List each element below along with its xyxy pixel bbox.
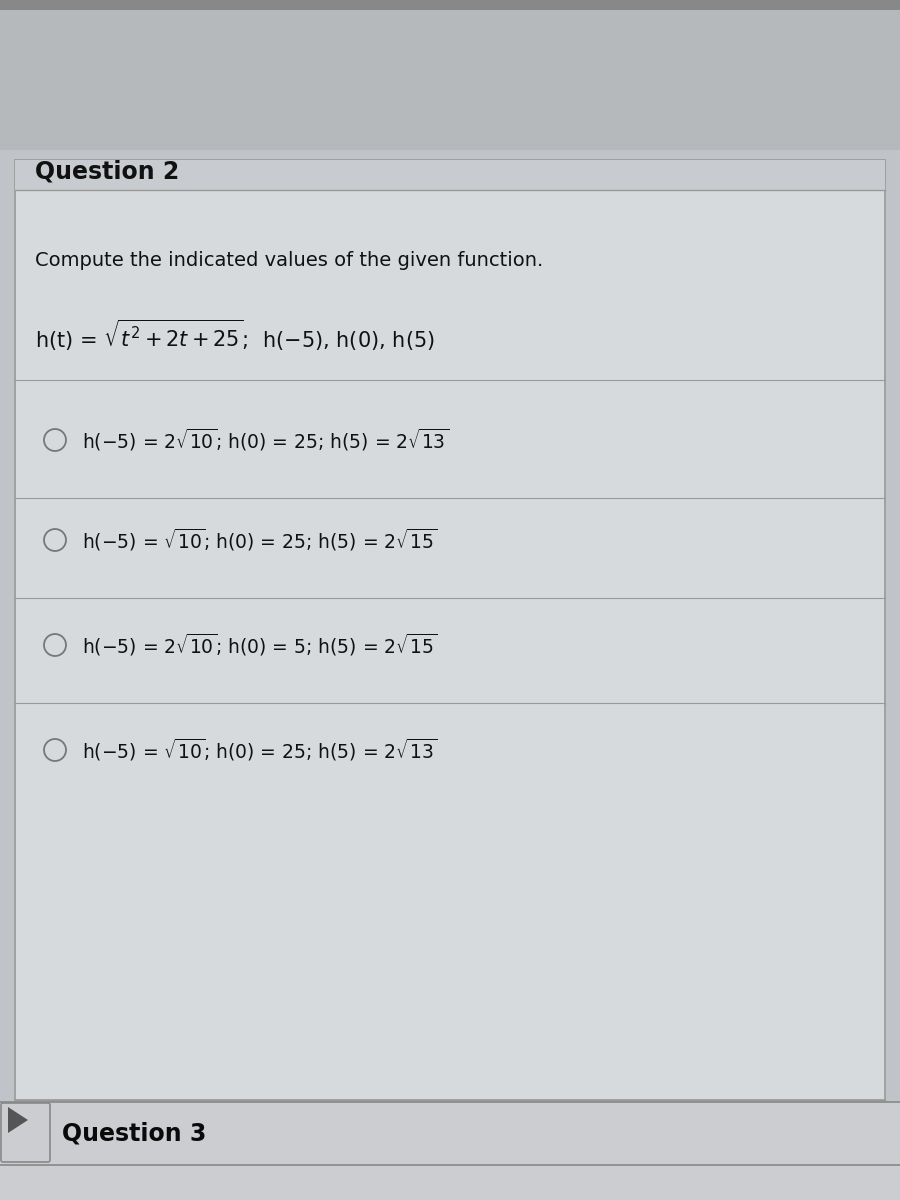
- Text: h($-$5) = 2$\sqrt{10}$; h(0) = 5; h(5) = 2$\sqrt{15}$: h($-$5) = 2$\sqrt{10}$; h(0) = 5; h(5) =…: [82, 632, 437, 658]
- Bar: [0, 1102, 900, 1200]
- Text: h(t) = $\sqrt{t^2 + 2t + 25}$;  h($-$5), h(0), h(5): h(t) = $\sqrt{t^2 + 2t + 25}$; h($-$5), …: [35, 317, 435, 353]
- Text: h($-$5) = $\sqrt{10}$; h(0) = 25; h(5) = 2$\sqrt{15}$: h($-$5) = $\sqrt{10}$; h(0) = 25; h(5) =…: [82, 527, 437, 553]
- Text: Question 3: Question 3: [62, 1121, 206, 1145]
- PathPatch shape: [8, 1106, 28, 1133]
- Text: h($-$5) = 2$\sqrt{10}$; h(0) = 25; h(5) = 2$\sqrt{13}$: h($-$5) = 2$\sqrt{10}$; h(0) = 25; h(5) …: [82, 427, 449, 454]
- Bar: [15, 160, 885, 190]
- Text: h($-$5) = $\sqrt{10}$; h(0) = 25; h(5) = 2$\sqrt{13}$: h($-$5) = $\sqrt{10}$; h(0) = 25; h(5) =…: [82, 737, 437, 763]
- Bar: [0, 0, 900, 10]
- Bar: [15, 160, 885, 1100]
- Text: Question 2: Question 2: [35, 160, 179, 184]
- Bar: [0, 0, 900, 150]
- Text: Compute the indicated values of the given function.: Compute the indicated values of the give…: [35, 251, 544, 270]
